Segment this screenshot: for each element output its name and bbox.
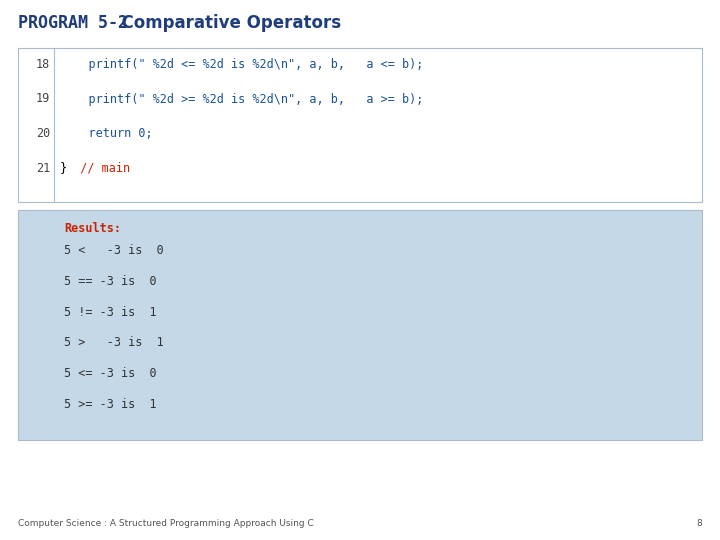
Text: printf(" %2d >= %2d is %2d\n", a, b,   a >= b);: printf(" %2d >= %2d is %2d\n", a, b, a >… (60, 92, 423, 105)
Text: // main: // main (66, 161, 130, 174)
Bar (18, 210, 702, 440)
Text: 5 != -3 is  1: 5 != -3 is 1 (64, 306, 157, 319)
Text: 5 <= -3 is  0: 5 <= -3 is 0 (64, 367, 157, 380)
Bar (18, 48, 702, 202)
Text: 19: 19 (36, 92, 50, 105)
Text: 5 == -3 is  0: 5 == -3 is 0 (64, 275, 157, 288)
Text: 18: 18 (36, 58, 50, 71)
Text: printf(" %2d <= %2d is %2d\n", a, b,   a <= b);: printf(" %2d <= %2d is %2d\n", a, b, a <… (60, 58, 423, 71)
Text: 21: 21 (36, 161, 50, 174)
Text: Results:: Results: (64, 222, 121, 235)
Text: 5 >= -3 is  1: 5 >= -3 is 1 (64, 398, 157, 411)
Text: }: } (60, 161, 67, 174)
Text: 5 >   -3 is  1: 5 > -3 is 1 (64, 336, 163, 349)
Text: 20: 20 (36, 127, 50, 140)
Text: 8: 8 (696, 519, 702, 528)
Text: return 0;: return 0; (60, 127, 153, 140)
Text: Comparative Operators: Comparative Operators (110, 14, 341, 32)
Text: 5 <   -3 is  0: 5 < -3 is 0 (64, 244, 163, 257)
Text: PROGRAM 5-2: PROGRAM 5-2 (18, 14, 128, 32)
Text: Computer Science : A Structured Programming Approach Using C: Computer Science : A Structured Programm… (18, 519, 314, 528)
